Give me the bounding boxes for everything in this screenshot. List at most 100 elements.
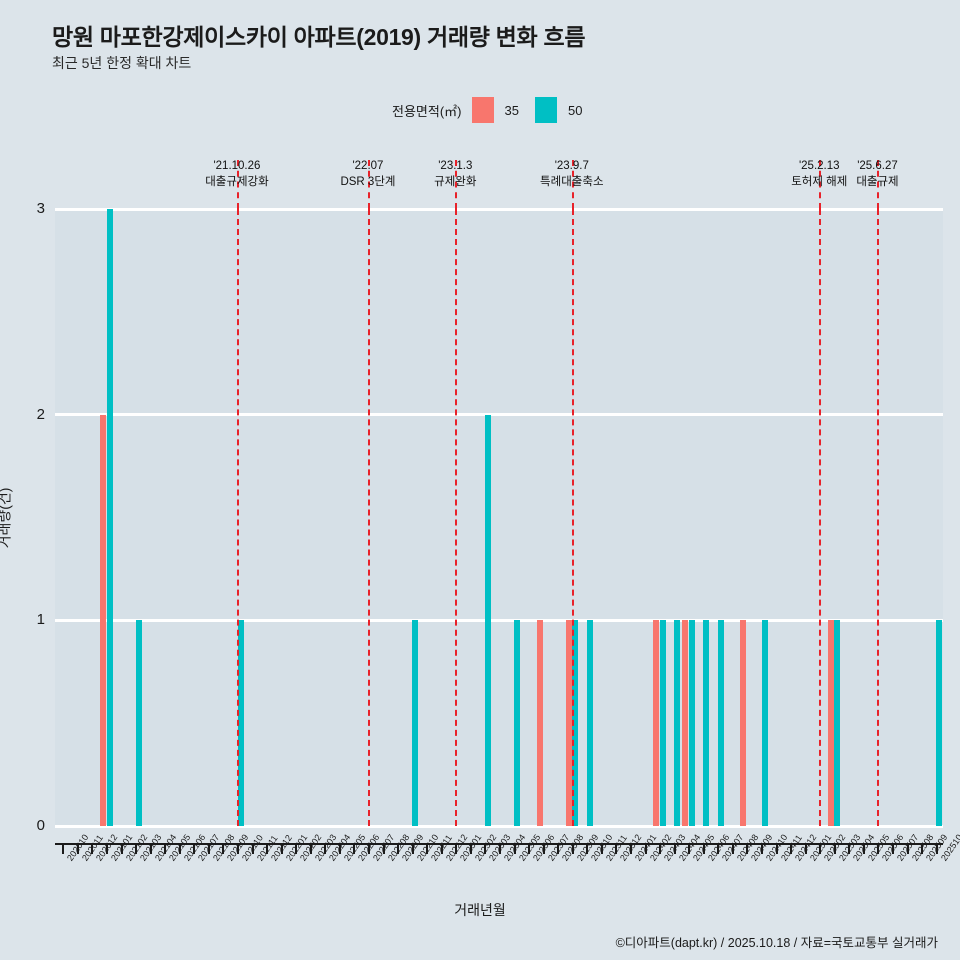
bar xyxy=(674,620,681,826)
event-annotation: '22.07 DSR 3단계 xyxy=(340,158,395,190)
bar xyxy=(659,620,666,826)
x-tick xyxy=(906,843,909,854)
bar xyxy=(485,414,492,826)
x-tick xyxy=(266,843,269,854)
x-tick xyxy=(91,843,94,854)
x-tick xyxy=(819,843,822,854)
x-tick xyxy=(877,843,880,854)
x-tick xyxy=(862,843,865,854)
bar xyxy=(514,620,521,826)
x-tick xyxy=(717,843,720,854)
x-tick xyxy=(484,843,487,854)
x-tick xyxy=(149,843,152,854)
event-text: 규제완화 xyxy=(434,176,477,188)
bar xyxy=(536,620,543,826)
x-tick xyxy=(615,843,618,854)
x-tick xyxy=(455,843,458,854)
event-line-ext xyxy=(455,160,458,209)
bar xyxy=(740,620,747,826)
x-tick xyxy=(105,843,108,854)
bar xyxy=(237,620,244,826)
bar xyxy=(565,620,572,826)
event-date: '23.1.3 xyxy=(438,160,473,172)
x-tick xyxy=(848,843,851,854)
bar xyxy=(653,620,660,826)
event-date: '25.2.13 xyxy=(798,160,840,172)
y-axis-title-wrap: 거래량(건) xyxy=(0,209,30,826)
x-tick xyxy=(338,843,341,854)
event-text: 대출규제강화 xyxy=(205,176,269,188)
bar xyxy=(827,620,834,826)
bar xyxy=(572,620,579,826)
x-tick xyxy=(761,843,764,854)
x-tick xyxy=(295,843,298,854)
footer-credit: ©디아파트(dapt.kr) / 2025.10.18 / 자료=국토교통부 실… xyxy=(615,936,938,950)
bar xyxy=(717,620,724,826)
x-tick xyxy=(499,843,501,854)
event-line-ext xyxy=(236,160,239,209)
x-tick xyxy=(309,843,312,854)
event-text: 특례대출축소 xyxy=(540,176,604,188)
event-date: '22.07 xyxy=(352,160,384,172)
x-tick xyxy=(921,843,924,854)
x-tick xyxy=(571,843,574,854)
x-tick xyxy=(236,843,239,854)
bar xyxy=(688,620,695,826)
y-tick-label: 0 xyxy=(36,817,45,834)
event-annotation: '25.2.13 토허제 해제 xyxy=(791,158,847,190)
x-tick xyxy=(207,843,210,854)
x-tick xyxy=(600,843,603,854)
legend-swatch-50 xyxy=(534,97,557,123)
legend-label-50: 50 xyxy=(567,102,583,118)
bar xyxy=(106,209,113,826)
legend-swatch-35 xyxy=(471,97,494,123)
x-tick xyxy=(935,843,938,854)
bar xyxy=(682,620,689,826)
x-tick xyxy=(892,843,895,854)
event-line xyxy=(455,209,458,826)
x-tick xyxy=(76,843,79,854)
event-date: '25.6.27 xyxy=(857,160,898,172)
x-tick xyxy=(775,843,778,854)
x-tick xyxy=(586,843,589,854)
x-tick xyxy=(702,843,705,854)
x-tick xyxy=(790,843,793,854)
gridline xyxy=(55,413,943,417)
event-line xyxy=(367,209,370,826)
event-annotation: '25.6.27 대출규제 xyxy=(856,158,898,190)
x-tick xyxy=(630,843,633,854)
event-annotation: '21.10.26 대출규제강화 xyxy=(205,158,268,190)
y-tick-label: 3 xyxy=(36,200,45,217)
y-tick-label: 2 xyxy=(36,405,45,423)
x-tick xyxy=(644,843,647,854)
x-tick xyxy=(528,843,531,854)
bar xyxy=(834,620,841,826)
event-date: '23.9.7 xyxy=(554,160,589,172)
page-subtitle: 최근 5년 한정 확대 차트 xyxy=(52,55,192,71)
plot-area: 0 1 2 3 xyxy=(37,200,943,834)
x-tick xyxy=(542,843,545,854)
event-text: DSR 3단계 xyxy=(340,176,396,188)
legend-label-35: 35 xyxy=(504,102,519,118)
x-tick xyxy=(135,843,138,854)
x-tick xyxy=(367,843,370,854)
event-line xyxy=(877,209,880,826)
event-text: 토허제 해제 xyxy=(791,176,848,188)
gridline xyxy=(55,824,943,828)
event-annotation: '23.9.7 특례대출축소 xyxy=(540,158,603,190)
gridline xyxy=(55,207,943,211)
x-tick xyxy=(324,843,327,854)
x-tick xyxy=(731,843,734,854)
gridline xyxy=(55,618,943,622)
x-tick xyxy=(120,843,123,854)
x-tick xyxy=(280,843,283,854)
event-line xyxy=(819,209,822,826)
x-tick xyxy=(193,843,196,854)
x-tick xyxy=(251,843,254,854)
x-tick xyxy=(688,843,691,854)
x-tick xyxy=(426,843,429,854)
legend-title: 전용면적(㎡) xyxy=(392,103,462,119)
x-tick xyxy=(557,843,560,854)
legend: 전용면적(㎡) 35 50 xyxy=(392,97,582,123)
